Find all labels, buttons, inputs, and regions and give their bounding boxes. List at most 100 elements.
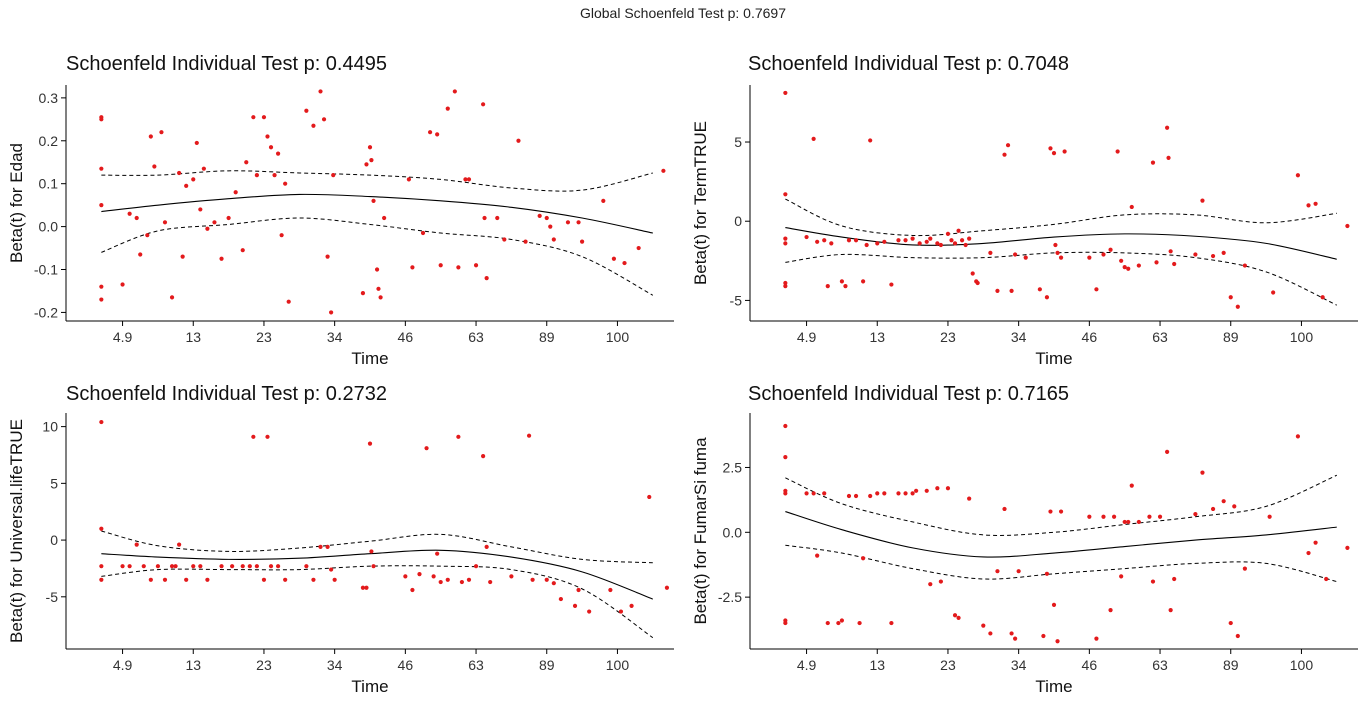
residual-point — [364, 162, 369, 167]
residual-point — [1005, 143, 1011, 148]
residual-point — [424, 446, 429, 451]
residual-point — [376, 286, 381, 291]
residual-point — [466, 577, 472, 582]
x-tick-label: 89 — [1223, 657, 1239, 673]
residual-point — [804, 491, 809, 496]
residual-point — [1119, 258, 1124, 263]
residual-point — [205, 577, 210, 582]
residual-point — [530, 577, 535, 582]
residual-point — [134, 542, 139, 547]
residual-point — [1193, 252, 1198, 257]
residual-point — [1115, 149, 1120, 154]
residual-point — [369, 549, 374, 554]
residual-point — [804, 234, 809, 240]
residual-point — [169, 295, 175, 300]
y-tick-label: 0 — [50, 532, 58, 548]
upper-confidence-band — [785, 474, 1337, 536]
residual-point — [502, 237, 507, 242]
residual-point — [853, 493, 859, 499]
residual-point — [177, 542, 182, 547]
y-tick-label: 2.5 — [723, 459, 743, 475]
smooth-beta-line — [101, 193, 653, 234]
residual-point — [311, 123, 316, 128]
residual-point — [148, 577, 153, 582]
x-tick-label: 34 — [1011, 329, 1027, 345]
panel-title: Schoenfeld Individual Test p: 0.7165 — [748, 383, 1069, 405]
x-tick-label: 34 — [1011, 657, 1027, 673]
residual-point — [1094, 287, 1099, 292]
residual-point — [544, 215, 549, 221]
residual-point — [99, 526, 104, 531]
residual-point — [664, 585, 670, 590]
y-axis-label: Beta(t) for Universal.lifeTRUE — [7, 419, 26, 643]
residual-point — [1166, 155, 1171, 160]
x-tick-label: 34 — [327, 329, 343, 345]
residual-point — [456, 434, 461, 439]
residual-point — [283, 577, 288, 582]
residual-point — [99, 203, 104, 208]
residual-point — [1087, 255, 1092, 260]
residual-point — [219, 256, 224, 261]
upper-confidence-band — [101, 530, 653, 564]
residual-point — [523, 239, 528, 244]
residual-point — [459, 579, 465, 585]
residual-point — [975, 280, 980, 286]
residual-point — [329, 310, 334, 315]
residual-point — [173, 564, 178, 569]
lower-confidence-band — [785, 251, 1338, 306]
residual-point — [1165, 125, 1170, 130]
residual-point — [995, 569, 1000, 574]
residual-point — [783, 454, 788, 460]
panel-4: Schoenfeld Individual Test p: 0.7165 4.9 1… — [691, 383, 1358, 696]
residual-point — [924, 488, 929, 493]
residual-point — [843, 284, 848, 289]
residual-point — [247, 564, 252, 569]
residual-point — [219, 564, 224, 569]
residual-point — [1242, 566, 1247, 571]
residual-point — [1221, 250, 1226, 255]
residual-point — [331, 173, 336, 178]
residual-point — [815, 239, 820, 244]
residual-point — [177, 170, 182, 176]
residual-point — [956, 228, 961, 233]
x-tick-label: 13 — [869, 329, 885, 345]
x-tick-label: 4.9 — [797, 657, 817, 673]
x-tick-label: 34 — [327, 657, 343, 673]
x-tick-label: 63 — [468, 329, 484, 345]
x-tick-label: 23 — [940, 657, 956, 673]
residual-point — [1154, 260, 1159, 265]
residual-point — [371, 564, 376, 569]
residual-point — [99, 297, 104, 302]
residual-point — [482, 215, 487, 221]
residual-point — [120, 282, 125, 287]
residual-point — [576, 587, 581, 593]
residual-point — [1221, 499, 1226, 504]
residual-point — [783, 620, 788, 626]
residual-point — [120, 564, 125, 569]
x-tick-label: 46 — [1082, 657, 1098, 673]
x-tick-label: 100 — [606, 329, 630, 345]
residual-point — [435, 551, 440, 556]
y-tick-label: 0.1 — [39, 176, 59, 192]
residual-point — [636, 245, 641, 251]
residual-point — [1150, 579, 1156, 584]
residual-point — [1023, 255, 1028, 260]
residual-point — [155, 564, 161, 569]
residual-point — [1119, 574, 1124, 579]
residual-point — [445, 106, 450, 111]
upper-confidence-band — [101, 170, 653, 192]
residual-point — [452, 89, 457, 94]
residual-point — [917, 241, 922, 246]
residual-point — [254, 564, 259, 569]
residual-point — [191, 564, 196, 569]
x-tick-label: 4.9 — [113, 657, 133, 673]
residual-point — [1235, 304, 1240, 309]
residual-point — [903, 491, 908, 496]
residual-point — [526, 433, 532, 438]
residual-point — [1228, 620, 1233, 626]
residual-point — [162, 577, 168, 582]
residual-point — [1157, 514, 1163, 519]
residual-point — [661, 168, 666, 173]
residual-point — [903, 238, 908, 243]
x-tick-label: 89 — [539, 657, 555, 673]
